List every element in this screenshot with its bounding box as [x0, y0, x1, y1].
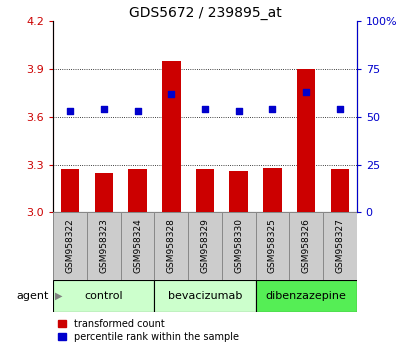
Bar [195, 170, 214, 212]
Text: GSM958324: GSM958324 [133, 218, 142, 273]
Bar [128, 170, 146, 212]
Bar [296, 69, 315, 212]
Text: ▶: ▶ [55, 291, 63, 301]
Text: control: control [84, 291, 123, 301]
Point [201, 106, 208, 112]
Bar [263, 168, 281, 212]
Point [67, 108, 73, 114]
Bar [221, 212, 255, 280]
Text: GSM958322: GSM958322 [65, 218, 74, 273]
Point [134, 108, 141, 114]
Bar [188, 212, 221, 280]
Bar [154, 212, 188, 280]
Text: dibenzazepine: dibenzazepine [265, 291, 346, 301]
Bar [330, 170, 348, 212]
Text: GSM958327: GSM958327 [335, 218, 344, 273]
Text: GSM958330: GSM958330 [234, 218, 243, 273]
Point [100, 106, 107, 112]
Text: GSM958328: GSM958328 [166, 218, 175, 273]
Point [336, 106, 342, 112]
Bar [162, 61, 180, 212]
Text: GSM958329: GSM958329 [200, 218, 209, 273]
Text: GSM958325: GSM958325 [267, 218, 276, 273]
Point [168, 91, 174, 97]
Legend: transformed count, percentile rank within the sample: transformed count, percentile rank withi… [58, 319, 238, 342]
Point [268, 106, 275, 112]
Bar [154, 280, 255, 312]
Bar [120, 212, 154, 280]
Bar [255, 280, 356, 312]
Bar [61, 170, 79, 212]
Text: GSM958326: GSM958326 [301, 218, 310, 273]
Bar [255, 212, 289, 280]
Bar [289, 212, 322, 280]
Bar [53, 280, 154, 312]
Text: bevacizumab: bevacizumab [167, 291, 242, 301]
Bar [53, 212, 87, 280]
Bar [322, 212, 356, 280]
Bar [229, 171, 247, 212]
Bar [94, 173, 113, 212]
Text: agent: agent [17, 291, 49, 301]
Title: GDS5672 / 239895_at: GDS5672 / 239895_at [128, 6, 281, 20]
Point [302, 89, 309, 95]
Bar [87, 212, 120, 280]
Text: GSM958323: GSM958323 [99, 218, 108, 273]
Point [235, 108, 241, 114]
